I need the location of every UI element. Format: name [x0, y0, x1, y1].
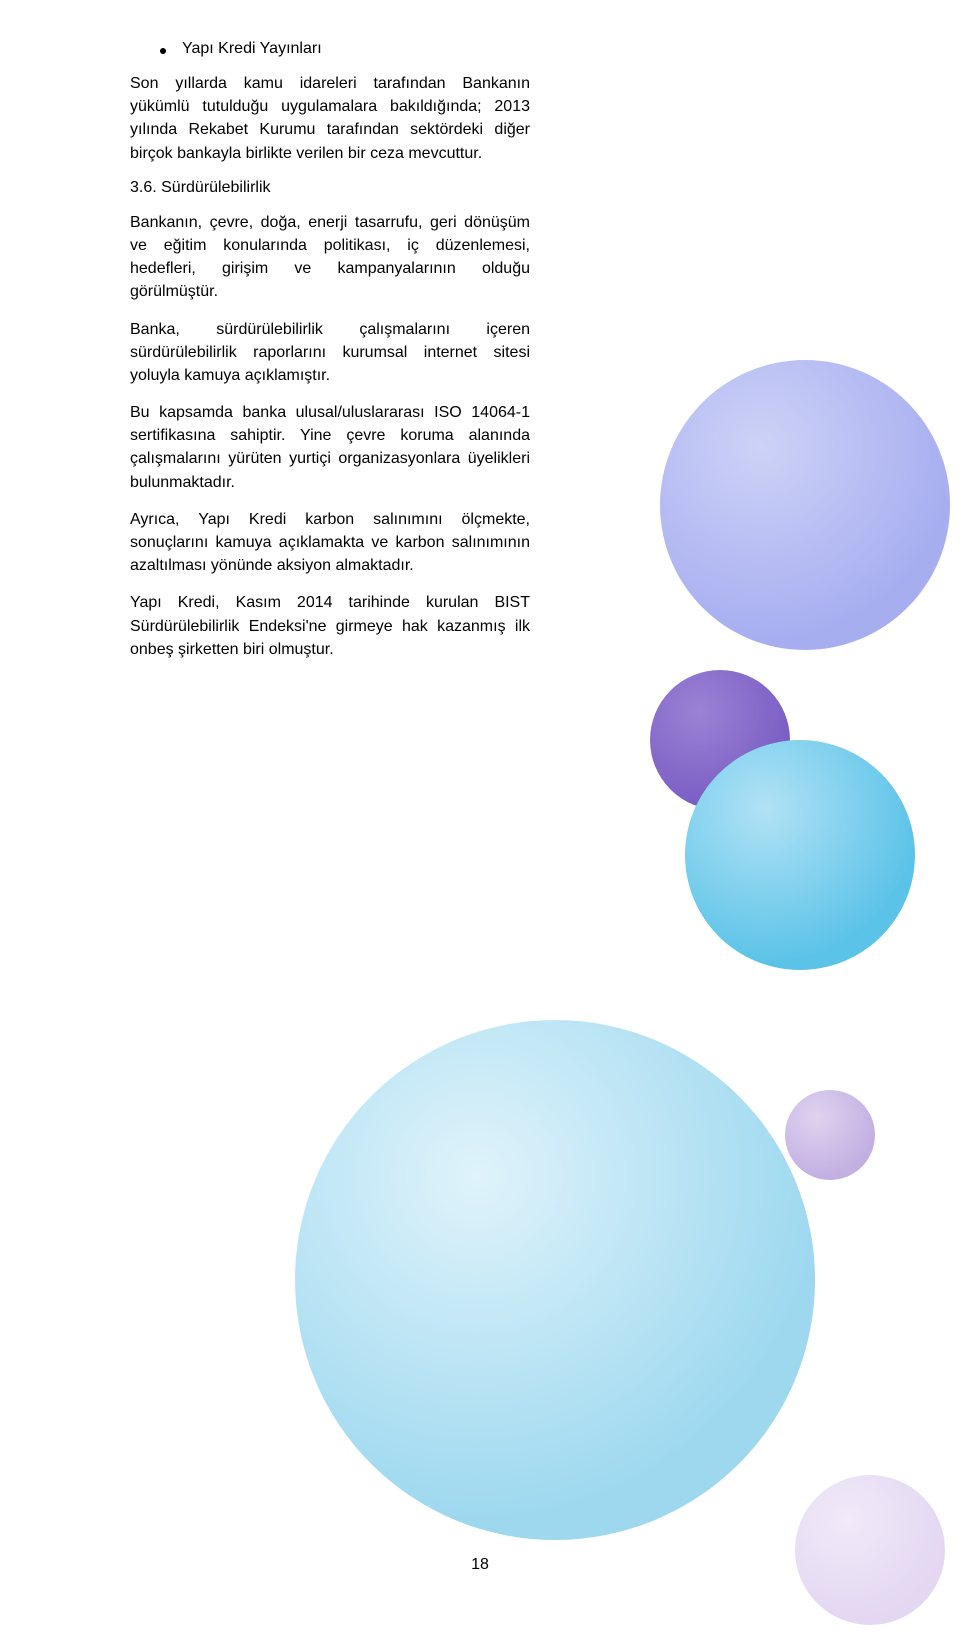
paragraph: Ayrıca, Yapı Kredi karbon salınımını ölç…	[130, 508, 530, 578]
decor-circle	[650, 670, 790, 810]
decor-circle	[795, 1475, 945, 1625]
paragraph: Banka, sürdürülebilirlik çalışmalarını i…	[130, 318, 530, 388]
page-number: 18	[0, 1556, 960, 1574]
bullet-list-item: Yapı Kredi Yayınları	[130, 40, 530, 58]
paragraph: Yapı Kredi, Kasım 2014 tarihinde kurulan…	[130, 591, 530, 661]
decor-circle	[295, 1020, 815, 1540]
paragraph-intro: Son yıllarda kamu idareleri tarafından B…	[130, 72, 530, 165]
paragraph: Bankanın, çevre, doğa, enerji tasarrufu,…	[130, 211, 530, 304]
document-body: Yapı Kredi Yayınları Son yıllarda kamu i…	[130, 40, 530, 675]
decor-circle	[685, 740, 915, 970]
bullet-text: Yapı Kredi Yayınları	[182, 40, 322, 58]
decor-circle	[785, 1090, 875, 1180]
bullet-dot-icon	[160, 48, 166, 54]
decor-circle	[660, 360, 950, 650]
paragraph: Bu kapsamda banka ulusal/uluslararası IS…	[130, 401, 530, 494]
section-heading: 3.6. Sürdürülebilirlik	[130, 179, 530, 197]
